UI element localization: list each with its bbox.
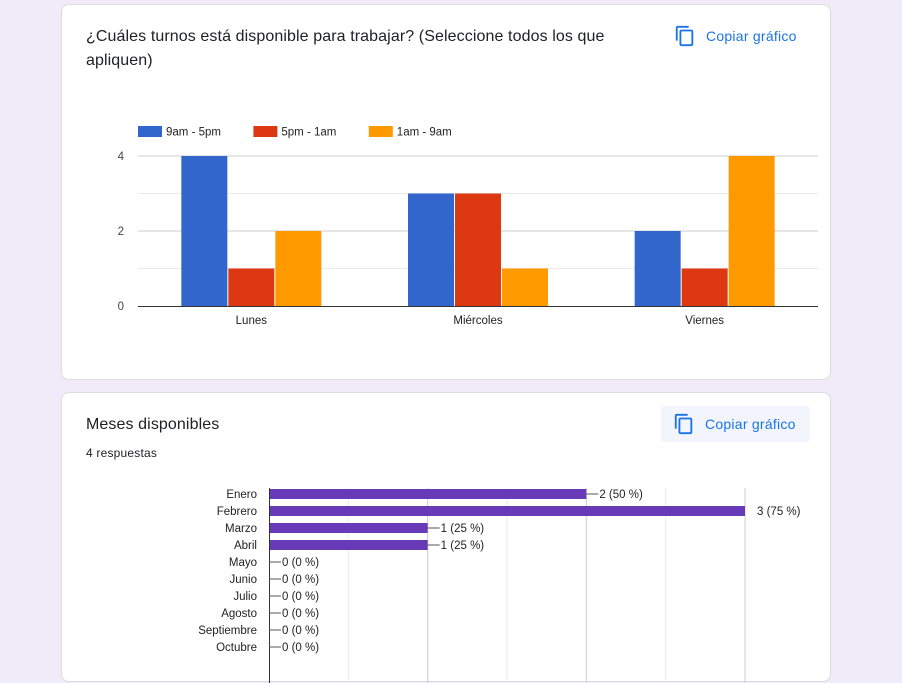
question-card-turnos: ¿Cuáles turnos está disponible para trab… [61, 4, 831, 380]
data-label: 2 (50 %) [599, 489, 643, 501]
legend-label: 5pm - 1am [281, 127, 336, 139]
copy-icon [674, 25, 696, 47]
question-title: Meses disponibles [86, 416, 220, 433]
month-label: Enero [226, 489, 257, 501]
legend-swatch [253, 126, 278, 137]
bar [228, 268, 275, 306]
month-label: Marzo [225, 523, 257, 535]
legend-swatch [138, 126, 162, 137]
legend-label: 9am - 5pm [166, 127, 221, 139]
question-card-meses: Meses disponibles 4 respuestas Copiar gr… [61, 392, 831, 683]
month-label: Octubre [216, 642, 257, 654]
month-label: Julio [233, 591, 257, 603]
data-label: 0 (0 %) [282, 557, 319, 569]
data-label: 1 (25 %) [441, 540, 485, 552]
bar [681, 268, 728, 306]
shifts-bar-chart: 9am - 5pm 5pm - 1am 1am - 9am 0 2 4 Lunes Miérc… [118, 126, 818, 327]
copy-chart-label: Copiar gráfico [706, 28, 797, 44]
data-label: 0 (0 %) [282, 625, 319, 637]
copy-chart-label: Copiar gráfico [705, 416, 796, 432]
month-label: Mayo [229, 557, 257, 569]
data-label: 0 (0 %) [282, 591, 319, 603]
legend-swatch [368, 126, 393, 137]
bar [275, 231, 322, 306]
copy-chart-button[interactable]: Copiar gráfico [662, 18, 811, 54]
bar [634, 231, 681, 306]
month-label: Junio [230, 574, 258, 586]
bar [270, 523, 428, 533]
response-count: 4 respuestas [86, 446, 158, 460]
month-label: Abril [234, 540, 257, 552]
bar [408, 193, 454, 306]
copy-chart-button[interactable]: Copiar gráfico [661, 406, 810, 442]
bar [455, 193, 501, 306]
y-tick-label: 4 [118, 151, 125, 163]
legend-label: 1am - 9am [397, 127, 452, 139]
question-title: ¿Cuáles turnos está disponible para trab… [86, 28, 605, 69]
bar [728, 156, 775, 306]
data-label: 0 (0 %) [282, 642, 319, 654]
months-bar-chart: Enero 2 (50 %) Febrero 3 (75 %) Marzo 1 (25 %… [198, 488, 801, 683]
month-label: Febrero [217, 506, 257, 518]
x-category-label: Miércoles [453, 315, 502, 327]
copy-icon [673, 413, 695, 435]
y-tick-label: 0 [118, 301, 124, 313]
month-label: Agosto [221, 608, 257, 620]
bar [502, 268, 548, 306]
x-category-label: Viernes [685, 315, 724, 327]
bar [270, 506, 745, 516]
x-category-label: Lunes [236, 315, 268, 327]
bar [270, 489, 587, 499]
data-label: 0 (0 %) [282, 608, 319, 620]
month-label: Septiembre [198, 625, 257, 637]
data-label: 3 (75 %) [757, 506, 801, 518]
y-tick-label: 2 [118, 226, 124, 238]
bar [270, 540, 428, 550]
data-label: 0 (0 %) [282, 574, 319, 586]
data-label: 1 (25 %) [441, 523, 485, 535]
bar [181, 156, 228, 306]
